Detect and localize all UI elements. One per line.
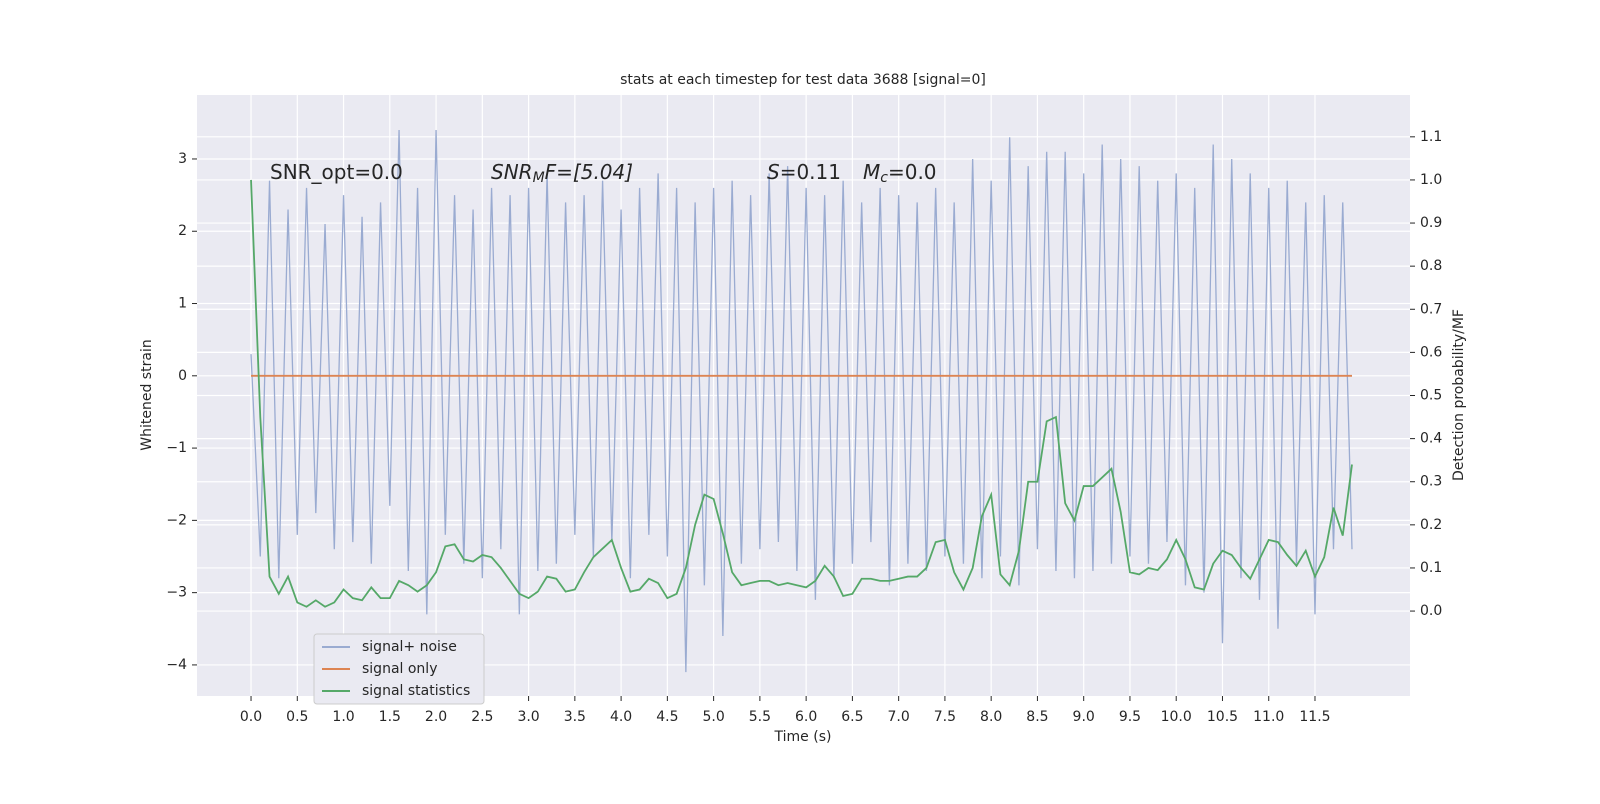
x-tick-label: 7.5	[934, 709, 956, 725]
y-tick-label: −2	[166, 512, 187, 528]
annotation: S=0.11 Mc=0.0	[767, 160, 937, 187]
x-tick-label: 5.5	[749, 709, 771, 725]
x-tick-label: 11.0	[1253, 709, 1284, 725]
y-tick-label: 0	[178, 368, 187, 384]
annotation-part: SNR	[491, 160, 533, 184]
legend-box	[313, 633, 485, 705]
x-tick-label: 4.5	[656, 709, 678, 725]
series-line	[250, 130, 1353, 673]
y2-tick-label: 0.8	[1420, 258, 1442, 274]
y2-tick-label: 0.4	[1420, 431, 1442, 447]
y-tick-label: 1	[178, 296, 187, 312]
x-tick-label: 6.5	[841, 709, 863, 725]
x-tick-label: 0.0	[240, 709, 262, 725]
y-tick-label: −1	[166, 440, 187, 456]
annotation-part: =0.0	[888, 160, 937, 184]
x-tick-label: 0.5	[286, 709, 308, 725]
x-tick-label: 2.5	[471, 709, 493, 725]
y-tick-label: −4	[166, 657, 187, 673]
y2-tick-label: 0.5	[1420, 388, 1442, 404]
y2-tick-label: 0.6	[1420, 344, 1442, 360]
y-tick-label: −3	[166, 585, 187, 601]
series-line	[250, 179, 1353, 608]
annotation-part: SNR_opt=0.0	[270, 160, 403, 184]
legend-label: signal only	[362, 661, 437, 677]
x-tick-label: 9.5	[1119, 709, 1141, 725]
x-tick-label: 9.0	[1073, 709, 1095, 725]
annotation-part: S	[767, 160, 780, 184]
x-tick-label: 8.5	[1026, 709, 1048, 725]
annotation-part: F=[5.04]	[545, 160, 633, 184]
x-tick-label: 3.5	[564, 709, 586, 725]
y2-tick-label: 0.3	[1420, 474, 1442, 490]
x-tick-label: 10.0	[1161, 709, 1192, 725]
legend-label: signal statistics	[362, 683, 470, 699]
x-tick-label: 1.5	[379, 709, 401, 725]
annotation-part: =0.11	[780, 160, 841, 184]
y2-tick-label: 1.1	[1420, 129, 1442, 145]
x-tick-label: 2.0	[425, 709, 447, 725]
annotation-part: M	[863, 160, 880, 184]
x-tick-label: 3.0	[517, 709, 539, 725]
x-tick-label: 5.0	[702, 709, 724, 725]
annotation-part: c	[880, 170, 888, 186]
legend-label: signal+ noise	[362, 639, 457, 655]
chart-title: stats at each timestep for test data 368…	[620, 72, 986, 88]
x-tick-label: 10.5	[1207, 709, 1238, 725]
y2-tick-label: 0.1	[1420, 560, 1442, 576]
y2-tick-label: 0.7	[1420, 301, 1442, 317]
y-tick-label: 2	[178, 223, 187, 239]
x-tick-label: 1.0	[332, 709, 354, 725]
annotation: SNR_opt=0.0	[270, 160, 403, 184]
y-tick-label: 3	[178, 151, 187, 167]
x-tick-label: 8.0	[980, 709, 1002, 725]
y2-tick-label: 1.0	[1420, 172, 1442, 188]
x-tick-label: 4.0	[610, 709, 632, 725]
y2-axis-label: Detection probability/MF	[1451, 309, 1467, 481]
y2-tick-label: 0.0	[1420, 603, 1442, 619]
y2-tick-label: 0.9	[1420, 215, 1442, 231]
annotation-part: M	[533, 170, 545, 186]
y2-tick-label: 0.2	[1420, 517, 1442, 533]
annotation: SNRMF=[5.04]	[491, 160, 633, 187]
x-tick-label: 6.0	[795, 709, 817, 725]
x-tick-label: 11.5	[1299, 709, 1330, 725]
y-axis-label: Whitened strain	[139, 339, 155, 450]
x-axis-label: Time (s)	[774, 729, 832, 745]
x-tick-label: 7.0	[888, 709, 910, 725]
